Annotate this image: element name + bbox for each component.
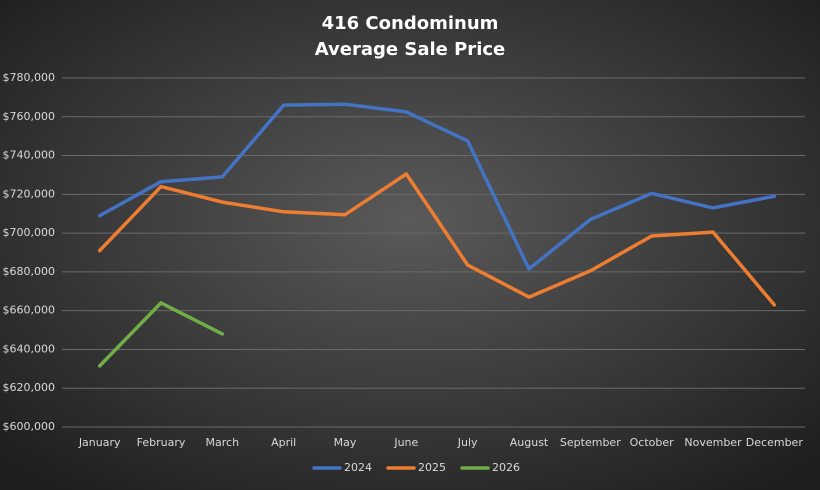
- x-tick-label: April: [271, 436, 296, 449]
- legend-label: 2024: [344, 461, 372, 474]
- series-line: [97, 301, 225, 368]
- x-tick-label: December: [746, 436, 804, 449]
- chart-title: 416 Condominum: [322, 13, 499, 34]
- y-tick-label: $600,000: [3, 420, 56, 433]
- chart-subtitle: Average Sale Price: [315, 39, 506, 60]
- x-tick-label: August: [510, 436, 549, 449]
- x-tick-label: February: [137, 436, 186, 449]
- x-tick-label: March: [206, 436, 240, 449]
- y-tick-label: $780,000: [3, 71, 56, 84]
- x-tick-label: January: [78, 436, 121, 449]
- x-tick-label: September: [560, 436, 621, 449]
- series-line: [97, 172, 777, 307]
- x-tick-label: May: [334, 436, 357, 449]
- legend: 2024 2025 2026: [312, 461, 520, 474]
- x-tick-label: July: [457, 436, 478, 449]
- y-tick-label: $740,000: [3, 149, 56, 162]
- y-tick-label: $660,000: [3, 304, 56, 317]
- series-line: [97, 102, 777, 271]
- legend-label: 2026: [492, 461, 520, 474]
- y-tick-label: $680,000: [3, 265, 56, 278]
- legend-label: 2025: [418, 461, 446, 474]
- x-tick-label: October: [630, 436, 674, 449]
- y-tick-label: $640,000: [3, 342, 56, 355]
- y-tick-label: $760,000: [3, 110, 56, 123]
- y-tick-label: $720,000: [3, 187, 56, 200]
- y-tick-label: $700,000: [3, 226, 56, 239]
- x-tick-label: June: [393, 436, 418, 449]
- y-tick-label: $620,000: [3, 381, 56, 394]
- x-tick-label: November: [684, 436, 742, 449]
